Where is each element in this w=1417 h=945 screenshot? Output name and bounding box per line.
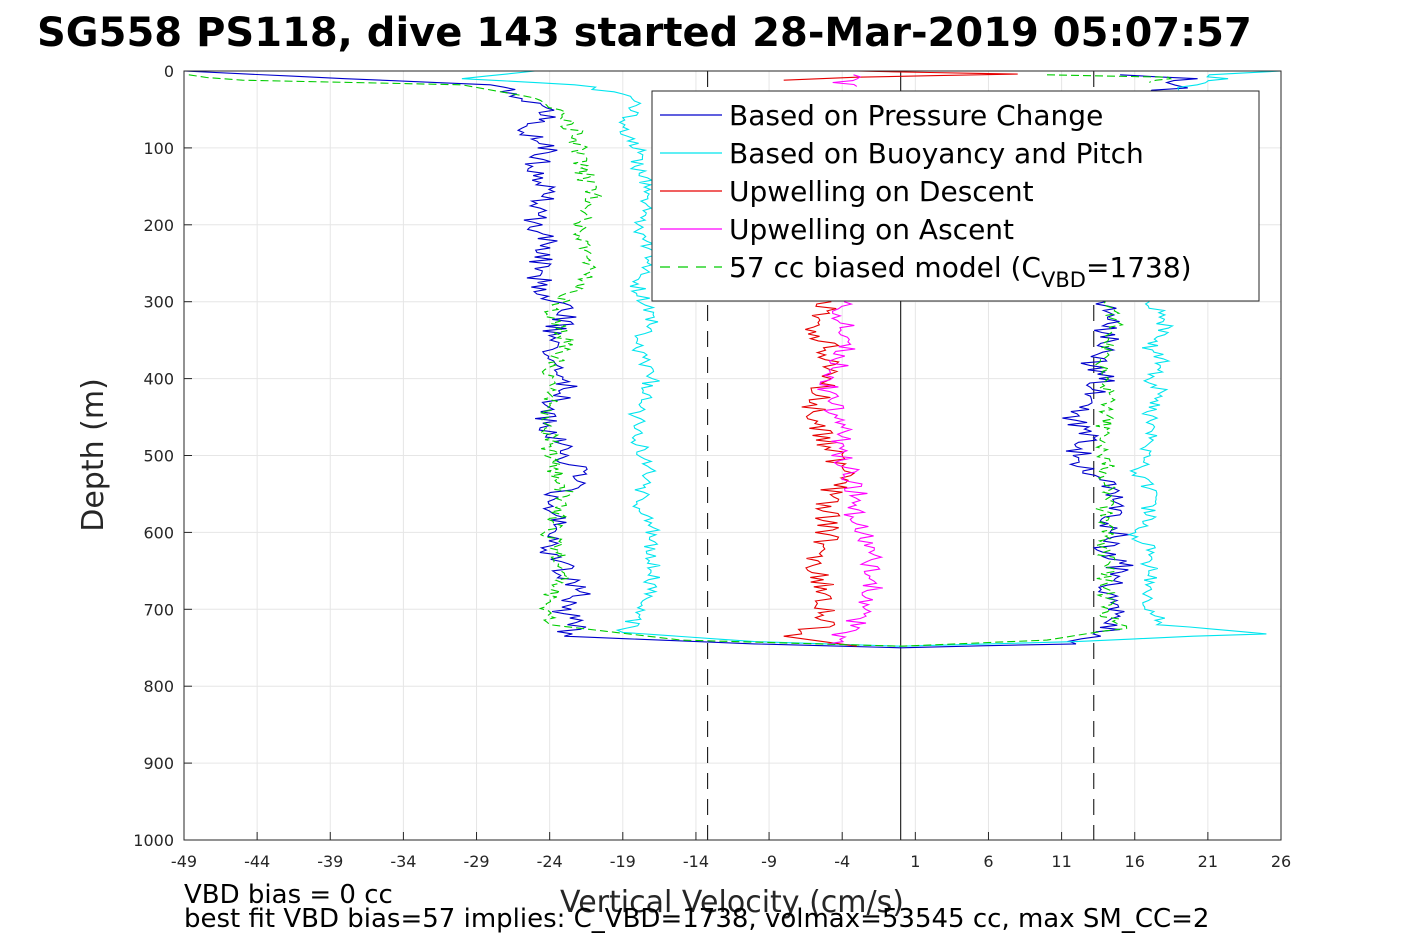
legend-entry-label: Upwelling on Descent [729, 175, 1034, 208]
series-line [783, 301, 857, 647]
x-tick-label: -24 [537, 852, 563, 871]
chart-title: SG558 PS118, dive 143 started 28-Mar-201… [37, 10, 1252, 56]
x-tick-label: 26 [1271, 852, 1291, 871]
x-tick-label: -9 [761, 852, 777, 871]
y-tick-label: 700 [143, 600, 174, 619]
series-line-surface [783, 70, 1018, 81]
y-tick-label: 900 [143, 754, 174, 773]
legend-entry-label: Based on Buoyancy and Pitch [729, 137, 1144, 170]
series-line-surface [1177, 70, 1282, 91]
y-tick-label: 100 [143, 139, 174, 158]
x-tick-label: 21 [1198, 852, 1218, 871]
x-tick-label: -19 [610, 852, 636, 871]
x-axis-ticks: -49 -44 -39 -34 -29 -24 -19 -14 -9 -4 1 6 11 16 21 26 [171, 832, 1291, 871]
y-tick-label: 400 [143, 370, 174, 389]
y-axis-label: Depth (m) [76, 378, 111, 532]
x-tick-label: -49 [171, 852, 197, 871]
y-tick-label: 0 [164, 62, 174, 81]
footnote-vbd-bias: VBD bias = 0 cc [184, 880, 393, 910]
legend-entry-label: Based on Pressure Change [729, 99, 1103, 132]
x-tick-label: 11 [1051, 852, 1071, 871]
x-tick-label: -44 [244, 852, 270, 871]
legend-entry-label: Upwelling on Ascent [729, 213, 1014, 246]
x-tick-label: -39 [317, 852, 343, 871]
y-tick-label: 800 [143, 677, 174, 696]
y-tick-label: 300 [143, 293, 174, 312]
legend: Based on Pressure Change Based on Buoyanc… [651, 90, 1260, 302]
x-tick-label: 16 [1125, 852, 1145, 871]
series-layer [183, 70, 1282, 649]
footnote-best-fit: best fit VBD bias=57 implies: C_VBD=1738… [184, 904, 1209, 934]
y-tick-label: 1000 [133, 831, 174, 850]
x-axis-label: Vertical Velocity (cm/s) [560, 885, 904, 920]
x-tick-label: -34 [390, 852, 416, 871]
x-tick-label: 6 [983, 852, 993, 871]
x-tick-label: -29 [463, 852, 489, 871]
series-line [461, 70, 1267, 647]
legend-box [651, 90, 1260, 302]
y-tick-label: 500 [143, 447, 174, 466]
series-line [817, 301, 884, 645]
y-tick-label: 200 [143, 216, 174, 235]
series-line [188, 74, 1128, 647]
series-line-surface [1120, 74, 1198, 93]
series-line-surface [1046, 74, 1173, 83]
series-line-surface [832, 74, 862, 87]
series-line [183, 70, 1134, 649]
x-tick-label: -4 [834, 852, 850, 871]
x-tick-label: -14 [683, 852, 709, 871]
x-tick-label: 1 [910, 852, 920, 871]
y-axis-ticks: 0 100 200 300 400 500 600 700 800 900 1000 [133, 62, 192, 850]
y-tick-label: 600 [143, 523, 174, 542]
